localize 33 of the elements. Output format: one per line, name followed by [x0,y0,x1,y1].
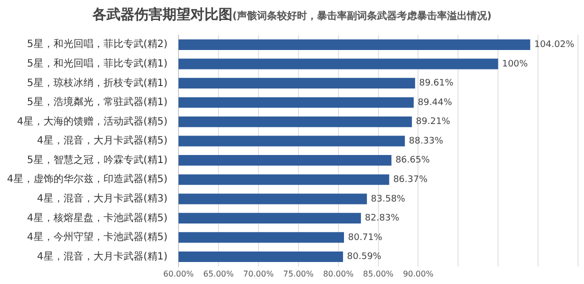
y-tick-label: 5星，和光回唱，菲比专武(精2) [26,38,168,50]
data-label: 80.59% [347,252,382,262]
data-label: 88.33% [408,136,444,146]
data-label: 82.83% [364,214,400,224]
data-label: 86.65% [395,156,430,166]
y-tick-label: 4星，混音，大月卡武器(精5) [36,134,168,147]
data-label: 104.02% [534,40,575,50]
chart-subtitle: (声骸词条较好时，暴击率副词条武器考虑暴击率溢出情况) [232,11,492,22]
y-tick-label: 5星，琼枝冰绡，折枝专武(精1) [26,76,168,89]
y-tick-label: 5星，和光回唱，菲比专武(精1) [26,58,168,70]
y-tick-label: 5星，浩境粼光，常驻武器(精1) [26,96,168,108]
x-tick-label: 60.00% [163,269,194,278]
x-tick-label: 85.00% [363,269,394,278]
x-tick-label: 90.00% [402,269,434,278]
y-tick-label: 4星，大海的馈赠，活动武器(精5) [16,115,168,128]
data-label: 83.58% [370,194,406,204]
data-label: 89.21% [416,117,451,128]
data-label: 89.44% [418,98,452,108]
chart-title: 各武器伤害期望对比图 [92,7,232,23]
data-label: 80.71% [348,232,383,243]
data-label: 100% [502,59,528,70]
x-tick-label: 70.00% [243,269,274,278]
y-tick-label: 4星，核熔星盘，卡池武器(精5) [26,212,168,224]
data-label: 89.61% [419,78,454,89]
y-tick-label: 5星，智慧之冠，吟霖专武(精1) [26,154,168,166]
data-label: 86.37% [393,174,428,185]
y-tick-label: 4星，今州守望，卡池武器(精5) [26,231,168,244]
x-tick-label: 80.00% [323,269,354,278]
y-tick-label: 4星，混音，大月卡武器(精3) [36,192,168,204]
y-tick-label: 4星，混音，大月卡武器(精1) [36,250,168,262]
y-tick-label: 4星，虚饰的华尔兹，印造武器(精5) [6,173,168,186]
x-tick-label: 75.00% [283,269,314,278]
x-tick-label: 65.00% [203,269,234,278]
